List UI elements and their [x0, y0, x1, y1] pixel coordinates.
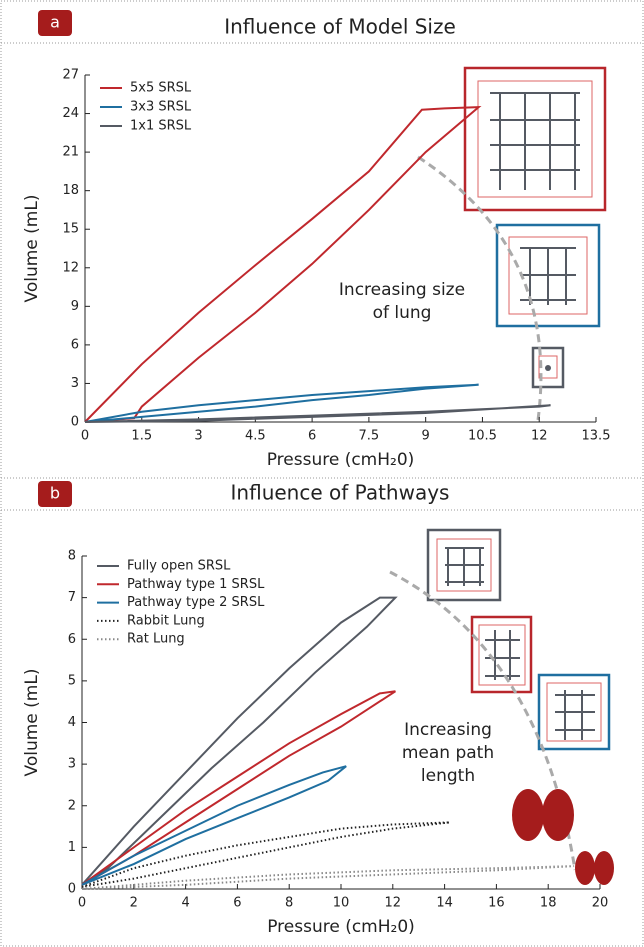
y-tick-label: 1	[68, 840, 76, 855]
x-tick-label: 7.5	[359, 429, 380, 444]
y-tick-label: 3	[68, 757, 76, 772]
x-tick-label: 13.5	[582, 429, 611, 444]
x-tick-label: 14	[436, 896, 453, 911]
legend-label: 3x3 SRSL	[130, 100, 192, 115]
x-tick-label: 18	[540, 896, 557, 911]
y-tick-label: 4	[68, 715, 76, 730]
y-tick-label: 18	[62, 183, 79, 198]
page: a Influence of Model Size 0 1.5 3 4.5 6 7.5 9 10.…	[0, 0, 644, 947]
series-line	[82, 691, 395, 885]
y-tick-label: 8	[68, 549, 76, 564]
y-tick-label: 0	[68, 882, 76, 897]
chart-title: Influence of Model Size	[224, 15, 456, 39]
x-tick-label: 9	[422, 429, 430, 444]
y-tick-label: 0	[71, 415, 79, 430]
y-axis-label: Volume (mL)	[22, 669, 42, 777]
x-axis-label: Pressure (cmH₂0)	[267, 450, 415, 470]
x-axis-label: Pressure (cmH₂0)	[267, 917, 415, 937]
x-tick-label: 16	[488, 896, 505, 911]
x-tick-label: 8	[285, 896, 293, 911]
x-tick-label: 3	[194, 429, 202, 444]
annotation: Increasing	[404, 720, 492, 740]
legend-label: 5x5 SRSL	[130, 81, 192, 96]
x-tick-label: 4	[181, 896, 189, 911]
x-tick-label: 12	[385, 896, 402, 911]
y-tick-label: 6	[71, 337, 79, 352]
legend-label: Rabbit Lung	[127, 613, 205, 628]
y-tick-label: 5	[68, 673, 76, 688]
legend-label: Pathway type 2 SRSL	[127, 595, 265, 610]
x-tick-label: 6	[233, 896, 241, 911]
series-line	[82, 866, 574, 889]
panel-label: b	[50, 484, 60, 503]
chart-title: Influence of Pathways	[231, 481, 450, 505]
x-tick-label: 12	[531, 429, 548, 444]
y-tick-label: 2	[68, 798, 76, 813]
y-tick-label: 12	[62, 260, 79, 275]
legend-label: 1x1 SRSL	[130, 119, 192, 134]
x-tick-label: 4.5	[245, 429, 266, 444]
x-tick-label: 10.5	[468, 429, 497, 444]
x-tick-label: 10	[333, 896, 350, 911]
annotation: length	[421, 766, 475, 786]
series-line	[82, 766, 346, 885]
y-tick-label: 9	[71, 299, 79, 314]
annotation: mean path	[402, 743, 494, 763]
legend-label: Rat Lung	[127, 632, 185, 647]
x-tick-label: 1.5	[131, 429, 152, 444]
y-tick-label: 24	[62, 106, 79, 121]
y-tick-label: 3	[71, 376, 79, 391]
y-tick-label: 7	[68, 590, 76, 605]
x-tick-label: 6	[308, 429, 316, 444]
y-tick-label: 27	[62, 68, 79, 83]
x-tick-label: 20	[592, 896, 609, 911]
y-tick-label: 6	[68, 632, 76, 647]
legend-label: Fully open SRSL	[127, 559, 231, 574]
x-tick-label: 0	[78, 896, 86, 911]
y-axis-label: Volume (mL)	[22, 195, 42, 303]
annotation: of lung	[373, 303, 432, 323]
x-tick-label: 0	[81, 429, 89, 444]
panel-label: a	[50, 13, 60, 32]
series-line	[85, 107, 479, 422]
legend-label: Pathway type 1 SRSL	[127, 577, 265, 592]
y-tick-label: 21	[62, 145, 79, 160]
figure: a Influence of Model Size 0 1.5 3 4.5 6 7.5 9 10.…	[0, 0, 644, 947]
annotation: Increasing size	[339, 280, 465, 300]
y-tick-label: 15	[62, 222, 79, 237]
x-tick-label: 2	[130, 896, 138, 911]
series-line	[85, 405, 551, 422]
